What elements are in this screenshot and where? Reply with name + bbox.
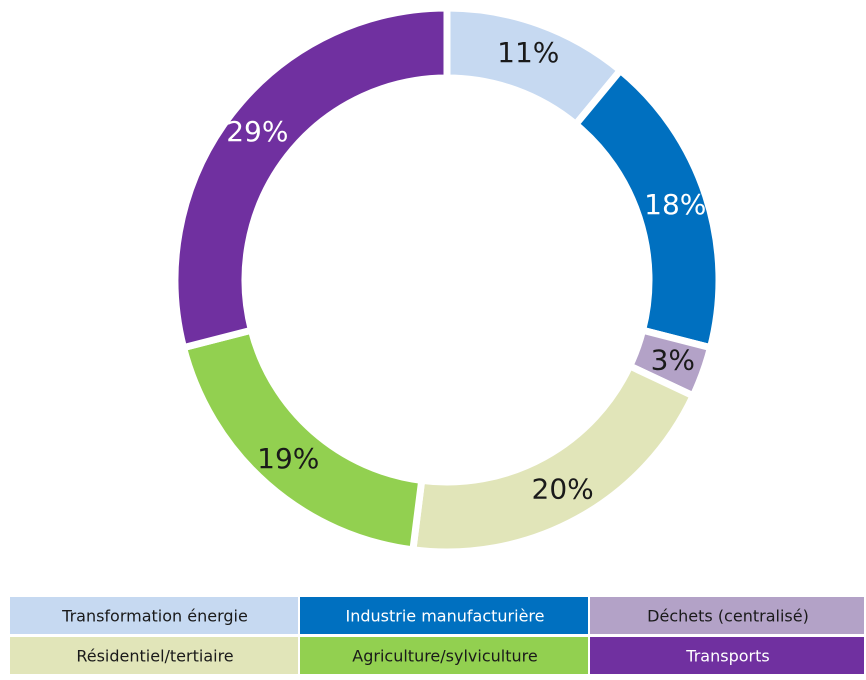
donut-segment [171,4,451,352]
data-label: 11% [497,36,559,69]
legend-swatch [300,637,588,674]
data-label: 18% [644,188,706,221]
legend-label: Transformation énergie [61,607,248,626]
legend-swatch [590,597,864,634]
legend-label: Industrie manufacturière [346,607,545,626]
legend-swatch [10,637,298,674]
legend-label: Agriculture/sylviculture [352,647,537,666]
data-label: 20% [532,472,594,505]
donut-segment [408,361,698,556]
data-label: 19% [257,442,319,475]
legend-swatch [300,597,588,634]
data-label: 29% [226,115,288,148]
legend-swatch [10,597,298,634]
donut-segment [179,325,426,554]
legend-label: Déchets (centralisé) [647,607,809,626]
data-label: 3% [651,343,695,376]
legend-label: Transports [685,647,769,666]
legend-swatch [590,637,864,674]
legend-label: Résidentiel/tertiaire [76,647,233,666]
